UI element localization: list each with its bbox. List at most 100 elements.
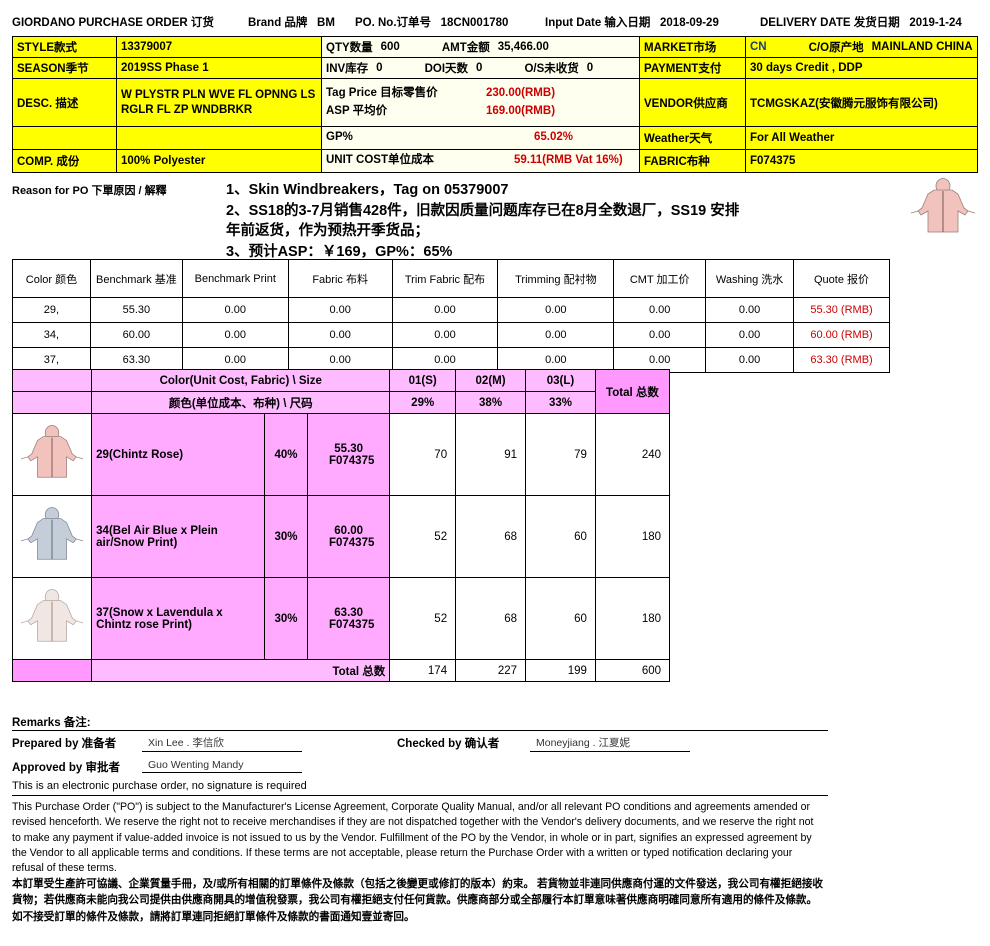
cell-benchmark: 55.30 xyxy=(89,297,183,323)
cell-quote: 55.30 (RMB) xyxy=(793,297,890,323)
asp-label: ASP 平均价 xyxy=(326,104,388,117)
approved-by-label: Approved by 审批者 xyxy=(12,762,120,774)
comp-value: 100% Polyester xyxy=(117,150,322,173)
table-row: 29, 55.30 0.00 0.00 0.00 0.00 0.00 0.00 … xyxy=(12,297,890,323)
colorway-pct-29: 40% xyxy=(263,413,309,496)
colorway-unit-cost-29: 55.30 xyxy=(334,442,364,455)
size-header-row-1: Color(Unit Cost, Fabric) \ Size 01(S) 02… xyxy=(11,369,671,414)
reason-line-3: 年前返货，作为预热开季货品； xyxy=(226,223,429,240)
asp-value: 169.00(RMB) xyxy=(486,104,556,117)
signature-block: Prepared by 准备者 Xin Lee . 李信欣 Checked by… xyxy=(12,732,842,778)
po-number-label: PO. No.订单号 xyxy=(355,17,432,29)
totals-grand: 600 xyxy=(594,659,671,682)
cell-color: 34, xyxy=(12,322,91,348)
size-pct-m: 38% xyxy=(455,391,526,414)
comp-label: COMP. 成份 xyxy=(12,150,117,173)
colorway-fabric-29: F074375 xyxy=(328,454,375,467)
colorway-total-37: 180 xyxy=(594,577,671,660)
cell-benchmark-print: 0.00 xyxy=(181,347,289,373)
qty-value: 600 xyxy=(380,41,400,53)
colorway-name-29: 29(Chintz Rose) xyxy=(91,413,265,496)
info-row-season: SEASON季节 2019SS Phase 1 INV库存 0 DOI天数 0 … xyxy=(12,58,978,79)
totals-m: 227 xyxy=(455,659,526,682)
delivery-date-label: DELIVERY DATE 发货日期 xyxy=(760,17,900,29)
cell-cmt: 0.00 xyxy=(613,322,707,348)
info-row-style: STYLE款式 13379007 QTY数量 600 AMT金额 35,466.… xyxy=(12,36,978,58)
cell-trim-fabric: 0.00 xyxy=(391,347,499,373)
market-co-cell: CN C/O原产地 MAINLAND CHINA xyxy=(746,36,978,58)
gp-cell: GP% 65.02% xyxy=(322,127,640,150)
cell-benchmark-print: 0.00 xyxy=(181,322,289,348)
quote-table-header-row: Color 颜色 Benchmark 基准 Benchmark Print Fa… xyxy=(12,259,890,298)
season-value: 2019SS Phase 1 xyxy=(117,58,322,79)
delivery-date-value: 2019-1-24 xyxy=(909,17,962,29)
cell-benchmark: 63.30 xyxy=(89,347,183,373)
fabric-value: F074375 xyxy=(746,150,978,173)
col-benchmark: Benchmark 基准 xyxy=(89,259,183,298)
cell-washing: 0.00 xyxy=(705,347,795,373)
vendor-label: VENDOR供应商 xyxy=(640,79,746,127)
delivery-date-field: DELIVERY DATE 发货日期 2019-1-24 xyxy=(760,14,962,30)
colorway-pct-34: 30% xyxy=(263,495,309,578)
colorway-total-34: 180 xyxy=(594,495,671,578)
totals-l: 199 xyxy=(525,659,596,682)
cell-fabric: 0.00 xyxy=(287,347,393,373)
colorway-name-34: 34(Bel Air Blue x Plein air/Snow Print) xyxy=(91,495,265,578)
cell-trimming: 0.00 xyxy=(497,322,615,348)
cell-cmt: 0.00 xyxy=(613,347,707,373)
colorway-qty-l-37: 60 xyxy=(525,577,596,660)
cell-quote: 60.00 (RMB) xyxy=(793,322,890,348)
jacket-thumbnail-header xyxy=(908,178,978,240)
prepared-by-value: Xin Lee . 李信欣 xyxy=(142,735,302,752)
gp-label: GP% xyxy=(326,131,353,144)
colorway-total-29: 240 xyxy=(594,413,671,496)
brand-field: Brand 品牌 BM xyxy=(248,14,335,30)
brand-value: BM xyxy=(317,17,335,29)
vendor-value: TCMGSKAZ(安徽腾元服饰有限公司) xyxy=(746,79,978,127)
colorway-qty-m-37: 68 xyxy=(455,577,526,660)
colorway-qty-s-29: 70 xyxy=(389,413,457,496)
size-header-title-zh: 颜色(单位成本、布种) \ 尺码 xyxy=(91,391,391,414)
size-label-s: 01(S) xyxy=(389,369,457,392)
market-value: CN xyxy=(750,41,767,53)
info-row-gp: GP% 65.02% Weather天气 For All Weather xyxy=(12,127,978,150)
payment-label: PAYMENT支付 xyxy=(640,58,746,79)
cell-washing: 0.00 xyxy=(705,322,795,348)
col-washing: Washing 洗水 xyxy=(705,259,795,298)
terms-divider xyxy=(12,795,828,796)
cell-color: 29, xyxy=(12,297,91,323)
cell-quote: 63.30 (RMB) xyxy=(793,347,890,373)
input-date-label: Input Date 输入日期 xyxy=(545,17,651,29)
electronic-order-note: This is an electronic purchase order, no… xyxy=(12,780,307,792)
col-trimming: Trimming 配衬物 xyxy=(497,259,615,298)
remarks-divider xyxy=(12,730,828,731)
info-row-comp: COMP. 成份 100% Polyester UNIT COST单位成本 59… xyxy=(12,150,978,173)
payment-value: 30 days Credit , DDP xyxy=(746,58,978,79)
cell-cmt: 0.00 xyxy=(613,297,707,323)
document-title: GIORDANO PURCHASE ORDER 订货 xyxy=(12,17,214,29)
qty-amt-cell: QTY数量 600 AMT金额 35,466.00 xyxy=(322,36,640,58)
colorway-image-34 xyxy=(11,495,93,578)
spacer-left-label xyxy=(12,127,117,150)
info-row-desc: DESC. 描述 W PLYSTR PLN WVE FL OPNNG LS RG… xyxy=(12,79,978,127)
input-date-field: Input Date 输入日期 2018-09-29 xyxy=(545,14,719,30)
table-row: 34(Bel Air Blue x Plein air/Snow Print) … xyxy=(11,495,671,578)
jacket-icon xyxy=(21,506,84,560)
cell-benchmark: 60.00 xyxy=(89,322,183,348)
os-label: O/S未收货 xyxy=(524,63,579,75)
checked-by-value: Moneyjiang . 江夏妮 xyxy=(530,735,690,752)
colorway-qty-s-34: 52 xyxy=(389,495,457,578)
doi-label: DOI天数 xyxy=(424,63,469,75)
jacket-icon xyxy=(21,588,84,642)
reason-for-po-label: Reason for PO 下單原因 / 解釋 xyxy=(12,185,167,197)
cell-trimming: 0.00 xyxy=(497,297,615,323)
size-header-image-spacer-2 xyxy=(11,391,93,414)
table-row: 37, 63.30 0.00 0.00 0.00 0.00 0.00 0.00 … xyxy=(12,347,890,373)
signature-row-prepared: Prepared by 准备者 Xin Lee . 李信欣 Checked by… xyxy=(12,732,842,755)
document-header: GIORDANO PURCHASE ORDER 订货 Brand 品牌 BM P… xyxy=(0,12,990,34)
prepared-by-label: Prepared by 准备者 xyxy=(12,738,117,750)
checked-by-label: Checked by 确认者 xyxy=(397,738,500,750)
unit-cost-label: UNIT COST单位成本 xyxy=(326,154,434,167)
order-info-grid: STYLE款式 13379007 QTY数量 600 AMT金额 35,466.… xyxy=(12,36,978,173)
colorway-unit-cost-37: 63.30 xyxy=(334,606,364,619)
